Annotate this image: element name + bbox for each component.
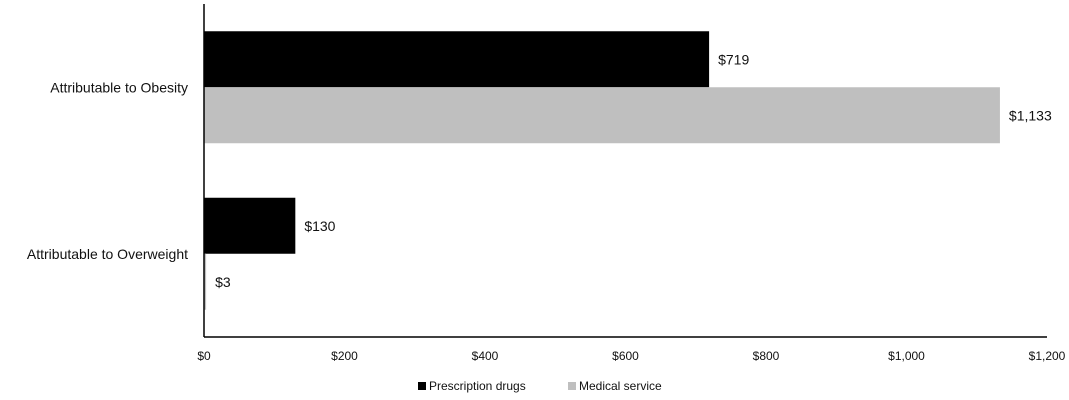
x-tick-label: $1,200: [1029, 349, 1066, 363]
legend-swatch: [568, 382, 576, 390]
category-label: Attributable to Overweight: [27, 246, 188, 262]
bar-prescription-drugs: [204, 31, 710, 88]
x-tick-label: $600: [612, 349, 639, 363]
x-tick-label: $1,000: [888, 349, 925, 363]
data-label: $719: [718, 51, 749, 67]
legend-label: Prescription drugs: [429, 379, 526, 393]
x-tick-label: $800: [753, 349, 780, 363]
data-label: $130: [304, 218, 335, 234]
legend: Prescription drugs Medical service: [418, 379, 662, 393]
bar-medical-service: [204, 87, 1000, 144]
x-tick-label: $200: [331, 349, 358, 363]
bar-prescription-drugs: [204, 197, 296, 254]
bar-medical-service: [204, 253, 207, 310]
category-label: Attributable to Obesity: [50, 79, 188, 95]
legend-label: Medical service: [579, 379, 662, 393]
bars-group: [204, 31, 1000, 310]
labels-group: Attributable to Obesity $719 $1,133 Attribu…: [27, 51, 1052, 290]
legend-swatch: [418, 382, 426, 390]
data-label: $1,133: [1009, 107, 1052, 123]
data-label: $3: [215, 274, 231, 290]
x-tick-label: $0: [197, 349, 211, 363]
x-tick-label: $400: [472, 349, 499, 363]
axes-group: $0 $200 $400 $600 $800 $1,000 $1,200: [197, 4, 1066, 363]
